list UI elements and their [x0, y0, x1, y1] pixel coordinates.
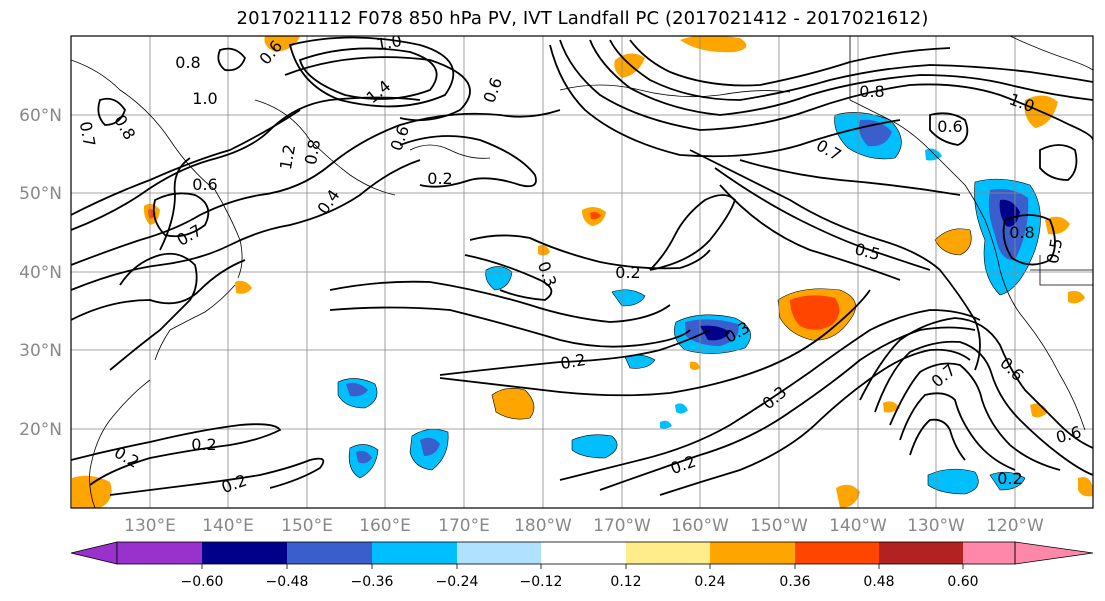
contour-label: 1.2: [276, 143, 299, 171]
colorbar-extend-max: [1014, 541, 1094, 565]
shade-positive-strong: [790, 295, 840, 330]
map-frame: [70, 35, 1094, 509]
map-title: 2017021112 F078 850 hPa PV, IVT Landfall…: [236, 8, 929, 29]
pv-contours: [71, 36, 1093, 496]
colorbar-segment: [457, 542, 541, 564]
colorbar-segment: [963, 542, 1015, 564]
pv-shading: [72, 36, 1093, 508]
lon-label: 120°W: [986, 516, 1044, 536]
colorbar-segment: [117, 542, 202, 564]
lon-label: 170°E: [438, 516, 490, 536]
shade-positive: [264, 36, 300, 52]
shade-positive: [883, 401, 900, 413]
colorbar-tick: −0.24: [436, 574, 479, 590]
lon-label: 170°W: [593, 516, 651, 536]
contour-label: 0.2: [559, 350, 587, 373]
contour-label: 0.2: [191, 435, 216, 454]
lat-label: 50°N: [19, 184, 62, 204]
colorbar-tick: −0.12: [520, 574, 563, 590]
shade-positive: [538, 244, 550, 256]
shade-positive: [1030, 403, 1048, 418]
contour-label: 0.5: [1043, 237, 1066, 265]
contour-label: 0.8: [301, 138, 324, 166]
colorbar-tick: −0.60: [181, 574, 224, 590]
colorbar-tick: 0.36: [779, 574, 810, 590]
colorbar-tick: 0.48: [863, 574, 894, 590]
colorbar-tick: −0.36: [351, 574, 394, 590]
colorbar-tick: 0.60: [947, 574, 978, 590]
contour-label: 1.0: [192, 89, 217, 108]
shade-negative-strong: [346, 382, 368, 397]
lon-labels: 130°E 140°E 150°E 160°E 170°E 180°W 170°…: [124, 516, 1044, 536]
shade-negative: [927, 468, 979, 495]
lon-label: 180°W: [514, 516, 572, 536]
contour-label: 0.8: [175, 53, 200, 72]
contour-label: 1.0: [375, 31, 403, 54]
lon-label: 140°E: [202, 516, 254, 536]
contour-label: 0.6: [192, 175, 217, 194]
shade-negative-strongest: [700, 325, 730, 341]
colorbar-segment: [710, 542, 795, 564]
colorbar-tick: −0.48: [266, 574, 309, 590]
shade-positive: [235, 280, 252, 294]
contour-label: 0.8: [1009, 223, 1034, 242]
contour-label: 0.8: [859, 82, 884, 101]
lon-label: 150°W: [750, 516, 808, 536]
shade-positive: [690, 361, 700, 370]
lon-label: 140°W: [829, 516, 887, 536]
shade-positive: [1068, 290, 1085, 304]
shade-negative-strong: [356, 450, 372, 464]
shade-negative-strong: [420, 437, 440, 456]
shade-positive-strong: [590, 212, 601, 220]
shade-positive: [72, 475, 112, 508]
contour-label: 0.2: [615, 263, 640, 282]
shade-positive: [836, 484, 860, 508]
shade-positive: [1078, 477, 1093, 497]
shade-negative: [660, 420, 672, 429]
colorbar-segment: [795, 542, 879, 564]
lat-label: 40°N: [19, 263, 62, 283]
colorbar-outline: [116, 541, 1016, 565]
shade-negative: [675, 403, 688, 414]
shade-negative: [611, 289, 646, 307]
shade-positive: [934, 228, 972, 256]
colorbar-tick: 0.24: [694, 574, 725, 590]
colorbar-tick: 0.12: [610, 574, 641, 590]
contour-label: 0.6: [937, 117, 962, 136]
shade-positive: [491, 388, 535, 420]
contour-label: 0.2: [427, 169, 452, 188]
shade-positive: [680, 36, 747, 53]
lat-label: 20°N: [19, 420, 62, 440]
colorbar-segment: [879, 542, 963, 564]
colorbar-segment: [372, 542, 457, 564]
lon-label: 150°E: [281, 516, 333, 536]
lon-label: 130°E: [124, 516, 176, 536]
lon-label: 160°E: [359, 516, 411, 536]
colorbar-segment: [287, 542, 372, 564]
contour-label: 0.7: [76, 120, 99, 148]
colorbar-segment: [202, 542, 287, 564]
lat-labels: 60°N 50°N 40°N 30°N 20°N: [19, 106, 62, 440]
lat-label: 30°N: [19, 341, 62, 361]
colorbar-extend-min: [70, 541, 118, 565]
lat-label: 60°N: [19, 106, 62, 126]
shade-negative: [989, 471, 1026, 491]
lon-label: 160°W: [671, 516, 729, 536]
lon-label: 130°W: [907, 516, 965, 536]
shade-negative: [571, 434, 618, 459]
colorbar-segment: [626, 542, 710, 564]
contour-label: 0.2: [997, 469, 1022, 488]
colorbar-segment: [541, 542, 626, 564]
colorbar: −0.60 −0.48 −0.36 −0.24 −0.12 0.12 0.24 …: [70, 541, 1094, 590]
